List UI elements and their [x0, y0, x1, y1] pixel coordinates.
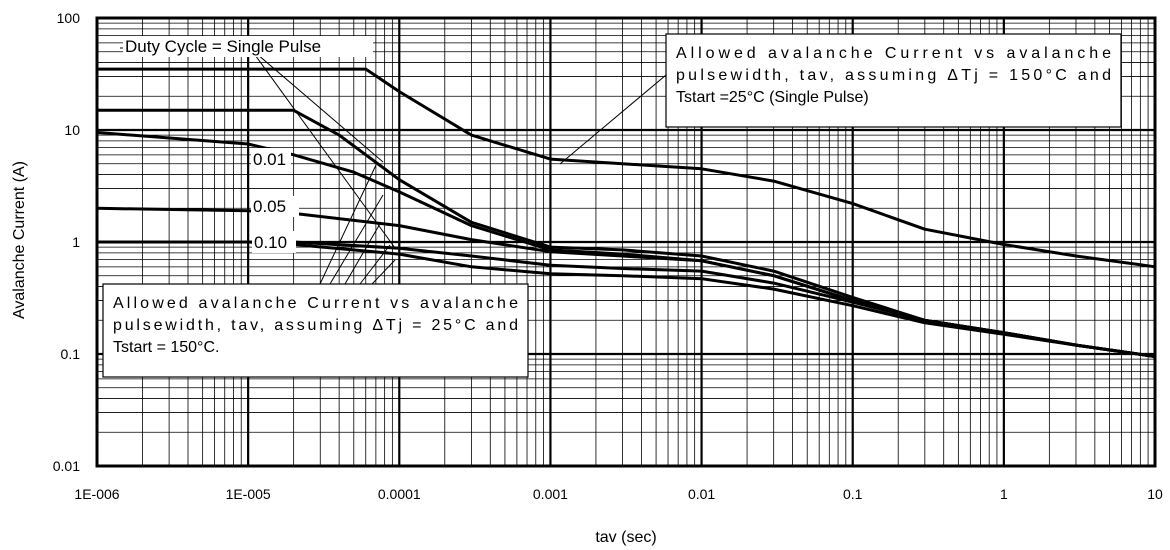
annotation-box-repetitive [102, 283, 529, 378]
y-tick-label: 1 [72, 234, 80, 250]
x-tick-label: 0.1 [843, 486, 863, 502]
series-line-6 [97, 240, 1156, 358]
y-axis-label: Avalanche Current (A) [11, 161, 28, 319]
plot-frame [95, 16, 1157, 468]
annotation-box-single-pulse-line: pulsewidth, tav, assuming ΔTj = 150°C an… [676, 67, 1111, 84]
leader-line [344, 221, 382, 285]
series-line-5 [97, 240, 1156, 358]
series-line-1 [97, 67, 1156, 269]
y-tick-label: 0.1 [61, 346, 81, 362]
leader-line [319, 164, 377, 285]
duty-0.05-label: 0.05 [253, 197, 286, 216]
tick-labels: 1E-006 1E-005 0.0001 0.001 0.01 0.1 1 10 0.01 0.1… [53, 10, 1163, 502]
x-tick-label: 0.001 [533, 486, 568, 502]
duty-0.01-label-bg [251, 148, 291, 170]
x-tick-label: 0.01 [688, 486, 715, 502]
leader-line [371, 259, 396, 285]
y-tick-label: 0.01 [53, 458, 80, 474]
y-tick-label: 100 [57, 10, 81, 26]
leader-line [249, 47, 384, 163]
annotation-box-single-pulse-line: Tstart =25°C (Single Pulse) [676, 89, 869, 106]
x-tick-label: 10 [1147, 486, 1163, 502]
y-tick-label: 10 [64, 122, 80, 138]
annotation-box-single-pulse-line: Allowed avalanche Current vs avalanche [676, 45, 1111, 62]
x-axis-label: tav (sec) [595, 529, 656, 546]
annotation-box-repetitive-line: Allowed avalanche Current vs avalanche [113, 295, 518, 312]
annotation-box-repetitive-line: pulsewidth, tav, assuming ΔTj = 25°C and [113, 317, 518, 334]
duty-0.05-label-bg [251, 196, 299, 217]
data-series [96, 67, 1156, 358]
duty-0.10-label-bg [252, 231, 296, 253]
annotations: Duty Cycle = Single Pulse 0.01 0.05 0.10 All… [102, 33, 1122, 378]
leader-line [559, 69, 673, 165]
x-tick-label: 0.0001 [378, 486, 421, 502]
x-tick-label: 1E-006 [74, 486, 119, 502]
leader-line [329, 194, 384, 285]
x-tick-label: 1E-005 [226, 486, 271, 502]
duty-0.01-label: 0.01 [253, 150, 286, 169]
x-tick-label: 1 [1000, 486, 1008, 502]
duty-cycle-label-bg [123, 36, 373, 57]
duty-0.10-label: 0.10 [254, 233, 287, 252]
annotation-box-repetitive-line: Tstart = 150°C. [113, 339, 219, 356]
annotation-box-single-pulse [665, 33, 1122, 128]
duty-cycle-label: Duty Cycle = Single Pulse [125, 37, 321, 56]
